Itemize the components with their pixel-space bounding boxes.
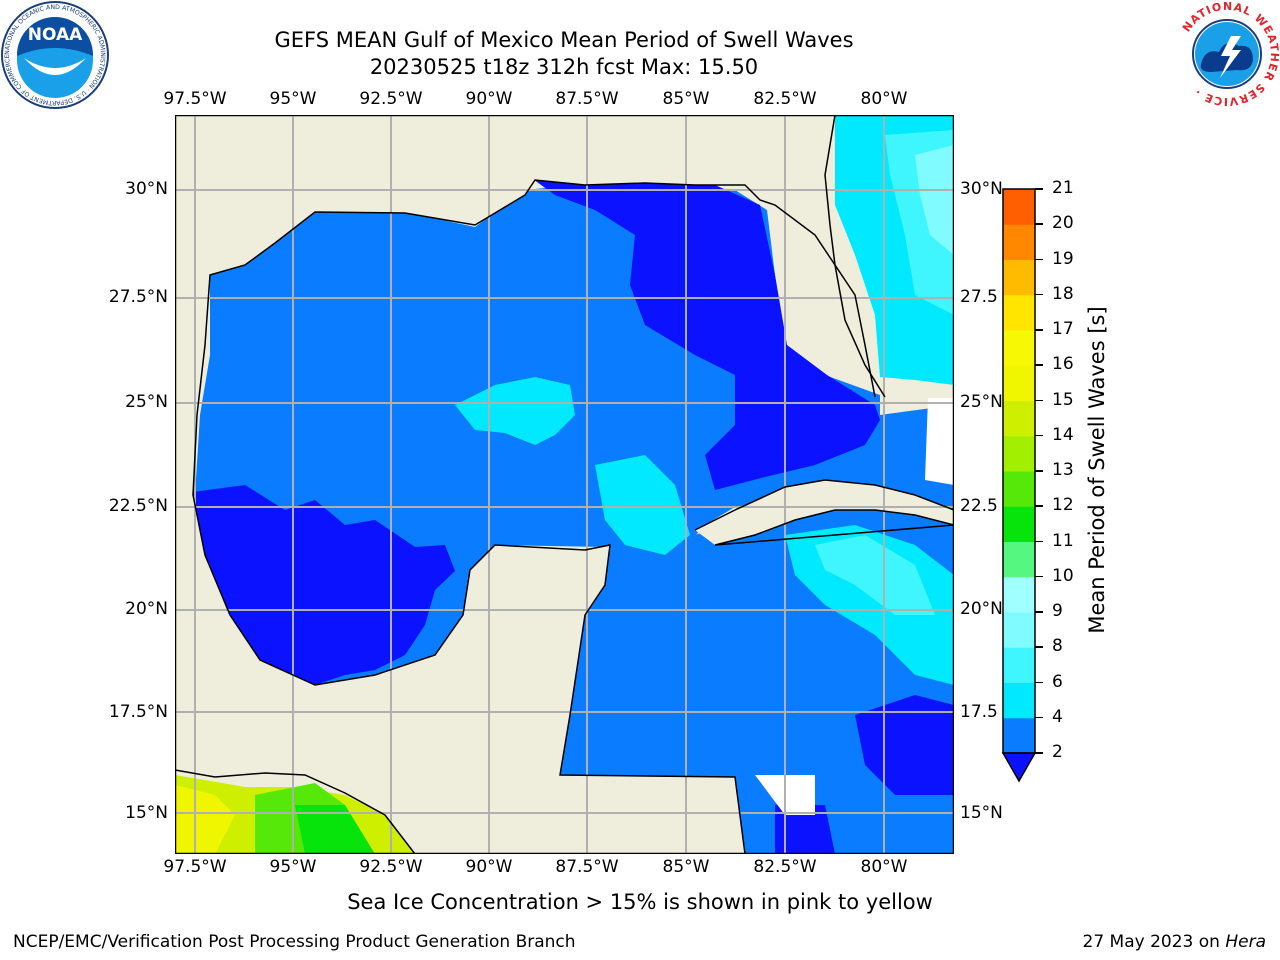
lat-label-right: 27.5 xyxy=(960,287,998,307)
colorbar-tick-mark xyxy=(1035,223,1043,225)
colorbar-tick-label: 2 xyxy=(1052,742,1063,762)
colorbar-segment xyxy=(1003,400,1035,437)
lon-label-bottom: 82.5°W xyxy=(753,857,817,877)
coastline xyxy=(175,115,954,854)
graticule xyxy=(175,115,954,854)
lat-label-right: 30°N xyxy=(960,179,1003,199)
colorbar-segment xyxy=(1003,259,1035,296)
colorbar-tick-label: 15 xyxy=(1052,389,1074,410)
colorbar-segment xyxy=(1003,471,1035,507)
colorbar-tick-mark xyxy=(1035,258,1043,260)
lon-label-top: 87.5°W xyxy=(555,89,619,109)
lon-label-top: 85°W xyxy=(662,89,710,109)
colorbar-tick-mark xyxy=(1035,575,1043,578)
colorbar-tick-label: 14 xyxy=(1052,424,1074,445)
lat-label-left: 30°N xyxy=(125,179,168,199)
colorbar-tick-mark xyxy=(1035,188,1043,190)
lon-label-bottom: 87.5°W xyxy=(555,857,619,877)
lon-label-top: 82.5°W xyxy=(753,89,817,109)
colorbar-tick-label: 8 xyxy=(1052,636,1063,657)
map-frame xyxy=(175,115,954,854)
colorbar-tick-label: 17 xyxy=(1052,319,1074,339)
colorbar-extend-arrow xyxy=(1001,752,1037,783)
colorbar-tick-mark xyxy=(1035,752,1043,754)
lat-label-right: 20°N xyxy=(960,599,1003,619)
svg-text:NOAA: NOAA xyxy=(28,25,83,45)
lat-label-right: 22.5 xyxy=(960,496,998,516)
lat-label-left: 27.5°N xyxy=(108,287,168,307)
lon-label-top: 95°W xyxy=(269,89,317,109)
colorbar-tick-mark xyxy=(1035,364,1043,366)
lat-label-left: 17.5°N xyxy=(108,702,168,722)
north-america-land xyxy=(175,115,885,854)
lon-label-top: 92.5°W xyxy=(359,89,423,109)
nws-logo: NATIONAL WEATHER SERVICE · xyxy=(1177,2,1280,107)
lon-label-bottom: 95°W xyxy=(269,857,317,877)
colorbar-tick-label: 20 xyxy=(1052,213,1074,234)
colorbar-tick-mark xyxy=(1035,646,1043,648)
colorbar-tick-label: 10 xyxy=(1052,565,1074,586)
colorbar-tick-label: 9 xyxy=(1052,601,1063,621)
lon-label-bottom: 97.5°W xyxy=(163,857,227,877)
lon-label-bottom: 90°W xyxy=(465,857,513,877)
colorbar-segment xyxy=(1003,541,1035,578)
lon-label-bottom: 85°W xyxy=(662,857,710,877)
colorbar-segment xyxy=(1003,435,1035,472)
lon-label-top: 80°W xyxy=(860,89,908,109)
colorbar-segment xyxy=(1003,576,1035,613)
map-subtitle: 20230525 t18z 312h fcst Max: 15.50 xyxy=(369,55,759,79)
lat-label-left: 15°N xyxy=(125,803,168,823)
colorbar-tick-mark xyxy=(1035,540,1043,542)
colorbar-segment xyxy=(1003,330,1035,366)
colorbar-tick-mark xyxy=(1035,399,1043,401)
colorbar-segment xyxy=(1003,647,1035,683)
colorbar-tick-mark xyxy=(1035,716,1043,719)
lon-label-bottom: 80°W xyxy=(860,857,908,877)
colorbar-segment xyxy=(1003,189,1035,225)
noaa-logo: NATIONAL OCEANIC AND ATMOSPHERIC ADMINIS… xyxy=(0,0,109,109)
colorbar-tick-mark xyxy=(1035,434,1043,437)
colorbar-tick-mark xyxy=(1035,329,1043,331)
colorbar-tick-label: 6 xyxy=(1052,671,1063,692)
sea-ice-note: Sea Ice Concentration > 15% is shown in … xyxy=(347,890,933,914)
colorbar-segment xyxy=(1003,612,1035,648)
colorbar-tick-label: 18 xyxy=(1052,283,1074,304)
colorbar-title: Mean Period of Swell Waves [s] xyxy=(1085,306,1109,634)
colorbar-segment xyxy=(1003,506,1035,542)
footer-date: 27 May 2023 on Hera xyxy=(1082,932,1267,952)
lat-label-left: 20°N xyxy=(125,599,168,619)
colorbar-tick-label: 12 xyxy=(1052,495,1074,516)
colorbar-tick-mark xyxy=(1035,681,1043,683)
lon-label-bottom: 92.5°W xyxy=(359,857,423,877)
lon-label-top: 97.5°W xyxy=(163,89,227,109)
lat-label-right: 15°N xyxy=(960,803,1003,823)
lat-label-right: 17.5 xyxy=(960,702,998,722)
colorbar-tick-label: 13 xyxy=(1052,460,1074,480)
footer-credit: NCEP/EMC/Verification Post Processing Pr… xyxy=(13,932,576,952)
colorbar-tick-label: 21 xyxy=(1052,178,1074,198)
colorbar-segment xyxy=(1003,224,1035,260)
lat-label-left: 22.5°N xyxy=(108,496,168,516)
colorbar-tick-label: 11 xyxy=(1052,530,1074,551)
footer-host: Hera xyxy=(1225,932,1266,952)
colorbar-tick-mark xyxy=(1035,611,1043,613)
colorbar-tick-label: 4 xyxy=(1052,706,1063,727)
lat-label-right: 25°N xyxy=(960,392,1003,412)
lat-label-left: 25°N xyxy=(125,392,168,412)
colorbar-segment xyxy=(1003,717,1035,754)
colorbar-tick-label: 16 xyxy=(1052,354,1074,375)
map-title: GEFS MEAN Gulf of Mexico Mean Period of … xyxy=(274,28,854,52)
colorbar-segment xyxy=(1003,294,1035,331)
colorbar-segment xyxy=(1003,365,1035,401)
colorbar-tick-label: 19 xyxy=(1052,248,1074,269)
colorbar-segment xyxy=(1003,682,1035,719)
colorbar xyxy=(1001,188,1037,783)
colorbar-tick-mark xyxy=(1035,505,1043,507)
map-panel xyxy=(175,115,954,854)
colorbar-tick-mark xyxy=(1035,470,1043,472)
colorbar-tick-mark xyxy=(1035,293,1043,296)
lon-label-top: 90°W xyxy=(465,89,513,109)
